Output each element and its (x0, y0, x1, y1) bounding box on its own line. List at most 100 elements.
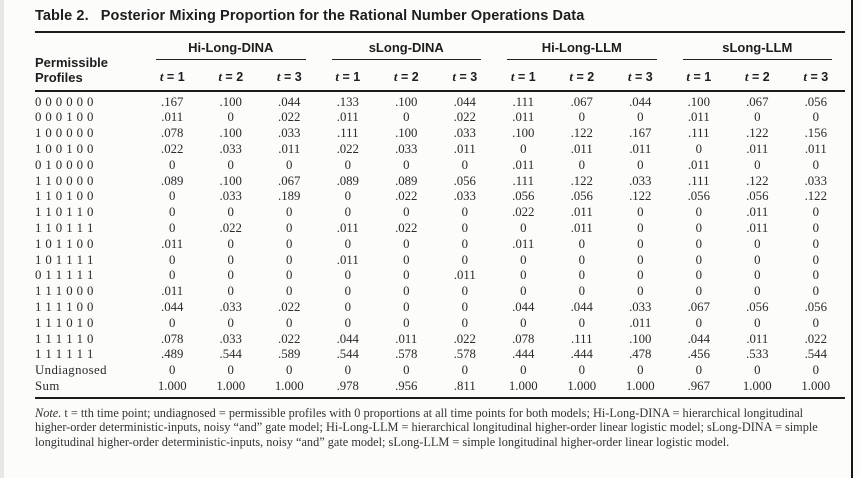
cell-value: .056 (453, 173, 476, 188)
cell-value: 0 (286, 252, 293, 267)
cell-value: .122 (746, 126, 769, 141)
table-header: Permissible Profiles Hi-Long-DINA sLong-… (35, 33, 846, 92)
cell-value: 0 (461, 220, 468, 235)
profile-label: 1 0 1 1 0 0 (35, 236, 94, 251)
cell-value: .011 (161, 110, 184, 125)
cell-value: .056 (804, 299, 827, 314)
cell-value: .122 (804, 189, 827, 204)
cell-value: .111 (688, 126, 710, 141)
cell-value: 0 (286, 363, 293, 378)
cell-value: 0 (578, 236, 585, 251)
cell-value: .033 (629, 173, 652, 188)
cell-value: 0 (403, 252, 410, 267)
cell-value: 0 (520, 363, 527, 378)
table-row: 0 0 0 0 0 0 .167 .100 .044 .133 .100 .044 .111.… (35, 91, 845, 110)
cell-value: 0 (520, 141, 527, 156)
cell-value: 1.000 (786, 378, 846, 399)
cell-value: 0 (461, 315, 468, 330)
cell-value: 0 (461, 252, 468, 267)
time-point-header: t = 3 (611, 60, 670, 92)
table-row: 1 1 1 1 0 0 .044 .033 .022 0 0 0 .044 .044 .033 .0… (35, 300, 845, 316)
cell-value: 0 (754, 157, 761, 172)
cell-value: 0 (227, 268, 234, 283)
cell-value: 1.000 (728, 378, 787, 399)
cell-value: .011 (687, 157, 710, 172)
cell-value: 0 (520, 268, 527, 283)
cell-value: .100 (395, 95, 418, 109)
cell-value: .056 (512, 189, 535, 204)
cell-value: 0 (227, 157, 234, 172)
cell-value: .078 (161, 331, 184, 346)
table-row: 1 0 1 1 1 1 0 0 0 .011 0 0 0 0 0 0 0 0 (35, 252, 845, 268)
profile-label: 1 1 1 0 0 0 (35, 284, 94, 299)
cell-value: 0 (578, 284, 585, 299)
cell-value: 0 (461, 205, 468, 220)
cell-value: 0 (578, 252, 585, 267)
table-title-text: Posterior Mixing Proportion for the Rati… (100, 8, 585, 24)
cell-value: .044 (570, 299, 593, 314)
row-header-line1: Permissible (35, 55, 108, 70)
table-row: 0 0 0 1 0 0 .011 0 .022 .011 0 .022 .011 0 0 .011 0… (35, 110, 845, 126)
cell-value: .044 (278, 95, 301, 109)
cell-value: .011 (161, 284, 184, 299)
profile-label: 1 0 1 1 1 1 (35, 252, 94, 267)
cell-value: .011 (336, 110, 359, 125)
row-header-line2: Profiles (35, 70, 83, 85)
cell-value: 0 (812, 205, 819, 220)
profile-label: 0 0 0 1 0 0 (35, 110, 94, 125)
cell-value: .811 (435, 378, 495, 399)
cell-value: .022 (395, 220, 418, 235)
cell-value: 0 (344, 299, 351, 314)
cell-value: .067 (570, 95, 593, 109)
cell-value: 0 (344, 268, 351, 283)
cell-value: .011 (278, 141, 301, 156)
top-rule (35, 31, 845, 33)
cell-value: .033 (453, 126, 476, 141)
cell-value: 0 (637, 110, 644, 125)
row-header: Permissible Profiles (35, 33, 143, 92)
cell-value: 0 (812, 284, 819, 299)
profile-label: Undiagnosed (35, 363, 107, 378)
cell-value: 0 (461, 236, 468, 251)
profile-label: Sum (35, 378, 143, 399)
cell-value: .033 (219, 299, 242, 314)
scan-edge-right (851, 0, 853, 478)
table-body: 0 0 0 0 0 0 .167 .100 .044 .133 .100 .044 .111.… (35, 91, 846, 399)
cell-value: 0 (403, 315, 410, 330)
cell-value: 0 (637, 236, 644, 251)
cell-value: 1.000 (143, 378, 202, 399)
cell-value: .033 (219, 189, 242, 204)
cell-value: .544 (219, 347, 242, 362)
cell-value: 0 (695, 205, 702, 220)
cell-value: 0 (344, 236, 351, 251)
cell-value: 0 (344, 157, 351, 172)
cell-value: .100 (395, 126, 418, 141)
cell-value: 0 (403, 236, 410, 251)
cell-value: 0 (754, 236, 761, 251)
group-header-row: Permissible Profiles Hi-Long-DINA sLong-… (35, 33, 846, 92)
table-row: 1 1 1 1 1 0 .078 .033 .022 .044 .011 .022 .078.… (35, 331, 845, 347)
table-row: 1 1 0 1 1 0 0 0 0 0 0 0 .022 .011 0 0 .011 0 (35, 205, 845, 221)
group-header-slong-llm: sLong-LLM (670, 33, 846, 60)
cell-value: .089 (395, 173, 418, 188)
cell-value: .022 (804, 331, 827, 346)
cell-value: 0 (286, 220, 293, 235)
profile-label: 1 0 0 1 0 0 (35, 141, 94, 156)
time-point-header: t = 2 (728, 60, 787, 92)
cell-value: .100 (629, 331, 652, 346)
cell-value: 0 (403, 268, 410, 283)
cell-value: .011 (512, 236, 535, 251)
cell-value: 0 (578, 110, 585, 125)
cell-value: .100 (219, 126, 242, 141)
cell-value: 0 (578, 268, 585, 283)
cell-value: .044 (512, 299, 535, 314)
cell-value: 0 (754, 268, 761, 283)
cell-value: .078 (512, 331, 535, 346)
cell-value: 0 (812, 315, 819, 330)
cell-value: .167 (161, 95, 184, 109)
cell-value: 0 (637, 205, 644, 220)
cell-value: .011 (570, 141, 593, 156)
cell-value: 0 (344, 363, 351, 378)
cell-value: 1.000 (494, 378, 553, 399)
